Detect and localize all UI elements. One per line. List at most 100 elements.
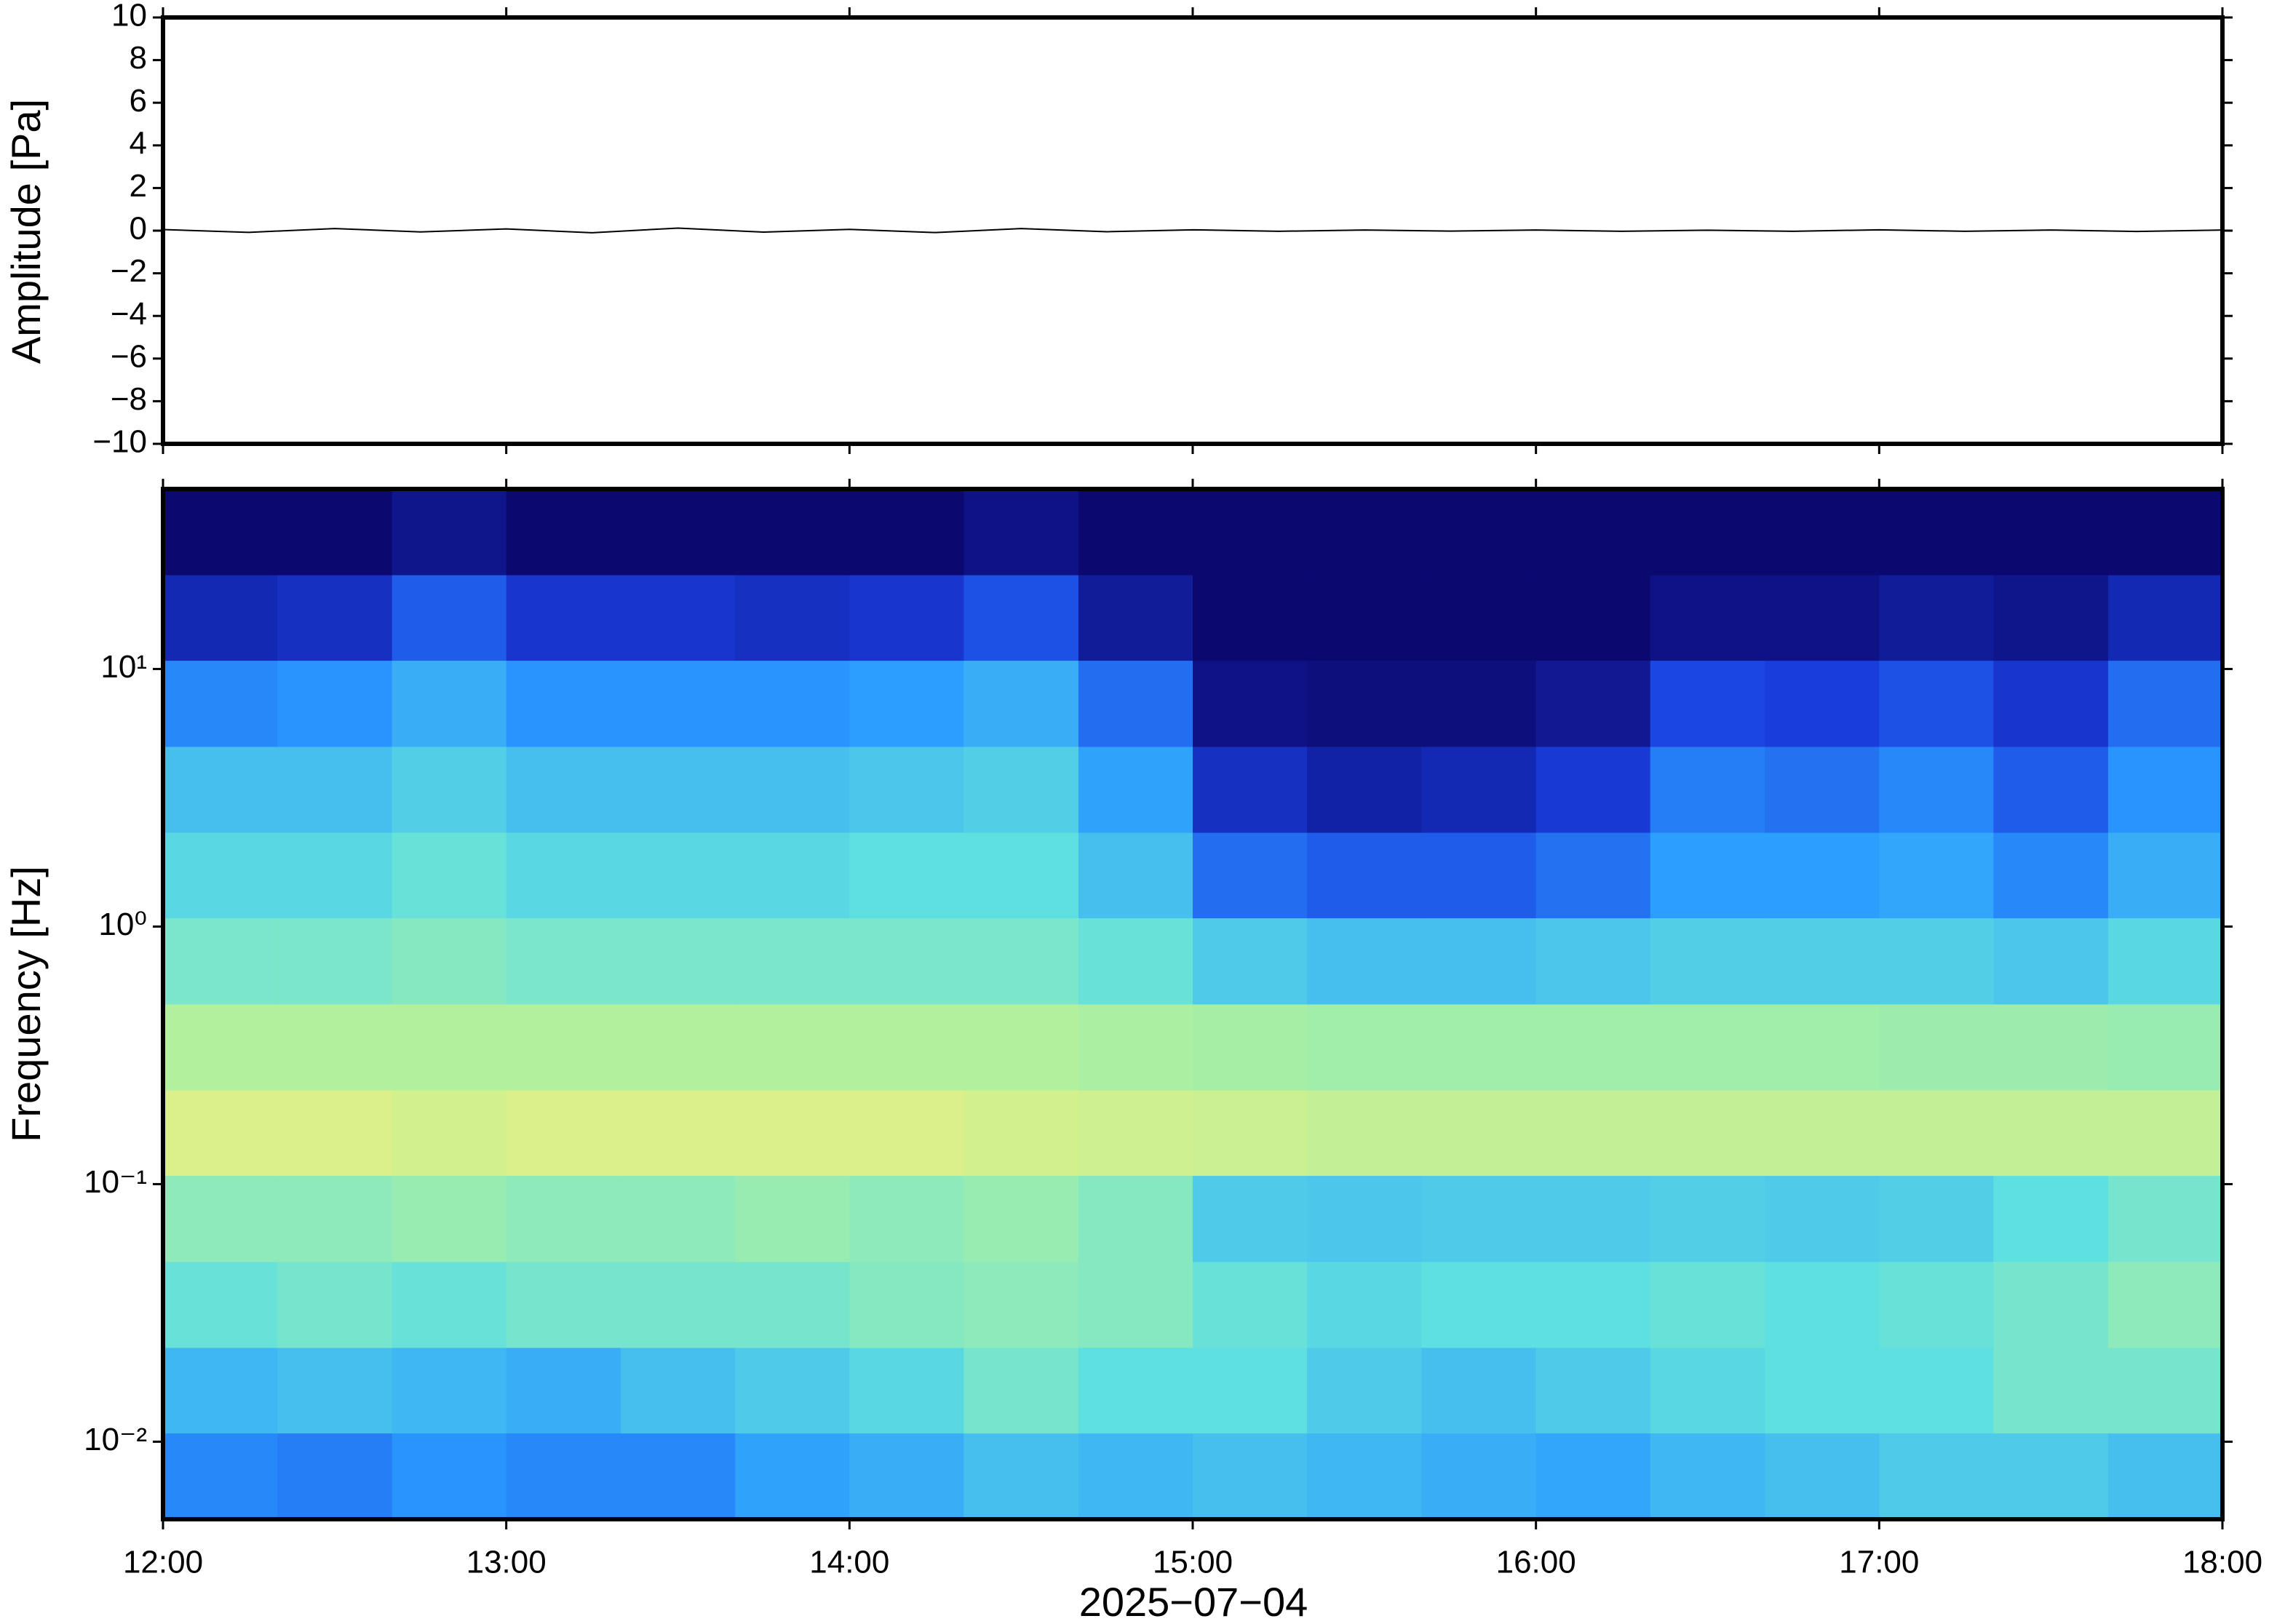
y-tick-label: −2 <box>111 253 147 289</box>
heatmap-cell <box>1535 1175 1651 1262</box>
heatmap-cell <box>1307 660 1423 747</box>
heatmap-cell <box>163 832 278 919</box>
heatmap-cell <box>1765 1090 1880 1177</box>
heatmap-cell <box>849 1433 964 1520</box>
heatmap-cell <box>1078 1090 1193 1177</box>
heatmap-cell <box>163 1175 278 1262</box>
heatmap-cell <box>1993 575 2109 661</box>
heatmap-cell <box>277 1262 393 1348</box>
heatmap-cell <box>163 1433 278 1520</box>
heatmap-cell <box>163 575 278 661</box>
x-axis-label: 2025−07−04 <box>1079 1579 1308 1624</box>
heatmap-cell <box>735 575 850 661</box>
heatmap-cell <box>735 747 850 833</box>
heatmap-cell <box>163 489 278 576</box>
heatmap-cell <box>1193 1262 1308 1348</box>
heatmap-cell <box>277 1004 393 1091</box>
heatmap-cell <box>1535 1004 1651 1091</box>
heatmap-cell <box>1879 660 1994 747</box>
heatmap-cell <box>163 1262 278 1348</box>
heatmap-cell <box>1765 489 1880 576</box>
heatmap-cell <box>506 1262 621 1348</box>
heatmap-cell <box>849 1090 964 1177</box>
heatmap-cell <box>735 1262 850 1348</box>
heatmap-cell <box>1993 918 2109 1005</box>
heatmap-cell <box>163 1004 278 1091</box>
heatmap-cell <box>2107 1004 2223 1091</box>
heatmap-cell <box>277 918 393 1005</box>
heatmap-cell <box>2107 747 2223 833</box>
heatmap-cell <box>2107 832 2223 919</box>
heatmap-cell <box>849 747 964 833</box>
heatmap-cell <box>1078 1175 1193 1262</box>
heatmap-cell <box>1193 1175 1308 1262</box>
heatmap-cell <box>392 918 507 1005</box>
heatmap-cell <box>1421 660 1537 747</box>
heatmap-cell <box>1421 1348 1537 1434</box>
heatmap-cell <box>277 1348 393 1434</box>
heatmap-cell <box>1535 832 1651 919</box>
heatmap-cell <box>1193 832 1308 919</box>
heatmap-cell <box>163 747 278 833</box>
heatmap-cell <box>277 832 393 919</box>
heatmap-cell <box>963 1262 1079 1348</box>
heatmap-cell <box>1879 747 1994 833</box>
heatmap-cell <box>620 1090 736 1177</box>
x-tick-label: 17:00 <box>1839 1545 1919 1580</box>
x-tick-label: 16:00 <box>1496 1545 1576 1580</box>
heatmap-cell <box>506 1433 621 1520</box>
heatmap-cell <box>963 747 1079 833</box>
heatmap-cell <box>1879 1090 1994 1177</box>
heatmap-cell <box>1535 1433 1651 1520</box>
heatmap-cell <box>735 1433 850 1520</box>
heatmap-cell <box>735 1090 850 1177</box>
heatmap-cell <box>849 1004 964 1091</box>
heatmap-cell <box>1193 1004 1308 1091</box>
y-axis-label: Frequency [Hz] <box>3 866 49 1142</box>
heatmap-cell <box>1307 747 1423 833</box>
heatmap-cell <box>1879 489 1994 576</box>
heatmap-cell <box>1879 1348 1994 1434</box>
heatmap-cell <box>1078 1433 1193 1520</box>
heatmap-cell <box>1993 1433 2109 1520</box>
heatmap-cell <box>2107 1348 2223 1434</box>
heatmap-cell <box>1765 747 1880 833</box>
heatmap-cell <box>849 1348 964 1434</box>
heatmap-cell <box>1307 1090 1423 1177</box>
heatmap-cell <box>1765 575 1880 661</box>
heatmap-cell <box>1535 660 1651 747</box>
heatmap-cell <box>620 747 736 833</box>
heatmap-cell <box>1078 489 1193 576</box>
heatmap-cell <box>620 1433 736 1520</box>
heatmap-cell <box>1765 832 1880 919</box>
heatmap-cell <box>849 1262 964 1348</box>
heatmap-cell <box>1879 575 1994 661</box>
x-tick-label: 12:00 <box>123 1545 203 1580</box>
heatmap-cell <box>620 832 736 919</box>
y-tick-label: −10 <box>92 424 147 460</box>
heatmap-cell <box>620 660 736 747</box>
heatmap-cell <box>1993 660 2109 747</box>
heatmap-cell <box>392 575 507 661</box>
heatmap-cell <box>735 1175 850 1262</box>
heatmap-cell <box>506 660 621 747</box>
heatmap-cell <box>1421 575 1537 661</box>
heatmap-cell <box>1650 1348 1765 1434</box>
heatmap-cell <box>1650 489 1765 576</box>
heatmap-cell <box>277 1433 393 1520</box>
heatmap-cell <box>1193 747 1308 833</box>
heatmap-cell <box>1078 918 1193 1005</box>
y-tick-label: 4 <box>130 125 147 161</box>
heatmap-cell <box>1535 575 1651 661</box>
heatmap-cell <box>963 832 1079 919</box>
heatmap-cell <box>392 489 507 576</box>
heatmap-cell <box>1078 1004 1193 1091</box>
heatmap-cell <box>1193 489 1308 576</box>
heatmap-cell <box>1193 660 1308 747</box>
heatmap-cell <box>1765 918 1880 1005</box>
heatmap-cell <box>1650 1175 1765 1262</box>
heatmap-cell <box>620 1262 736 1348</box>
heatmap-cell <box>1765 1433 1880 1520</box>
heatmap-cell <box>392 832 507 919</box>
heatmap-cell <box>1307 1262 1423 1348</box>
